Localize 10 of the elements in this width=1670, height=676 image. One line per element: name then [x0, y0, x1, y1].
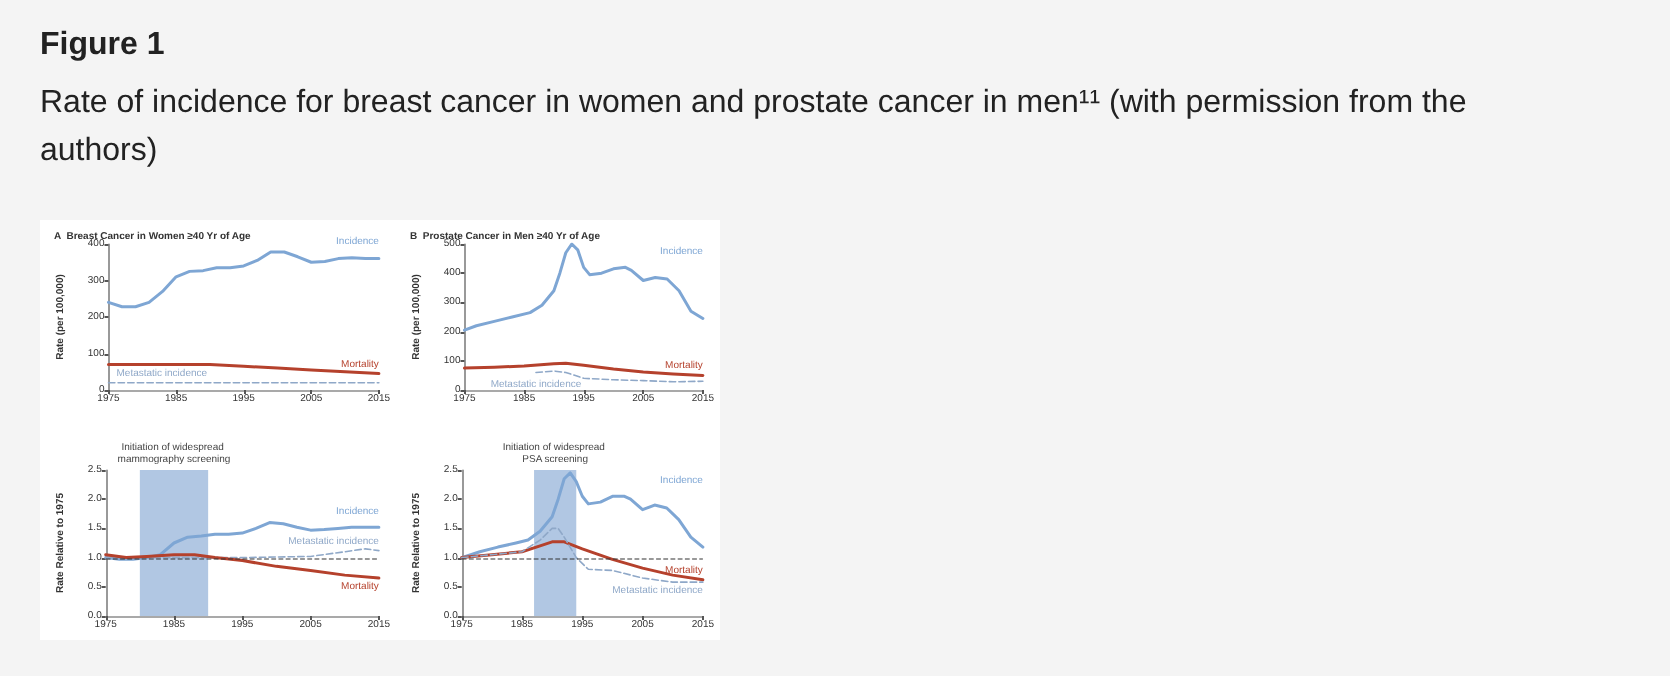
line-series [460, 540, 705, 582]
line-series [104, 553, 381, 580]
line-series [104, 521, 381, 561]
line-series [106, 250, 381, 309]
caption: Figure 1 [40, 28, 167, 64]
text: Rate of incidence for breast cancer in women and prostate cancer in men¹¹ (with permission from the authors) [40, 84, 1469, 172]
line-series [462, 361, 705, 377]
line-series [462, 242, 705, 332]
line-series [460, 527, 704, 583]
line-series [460, 471, 705, 560]
